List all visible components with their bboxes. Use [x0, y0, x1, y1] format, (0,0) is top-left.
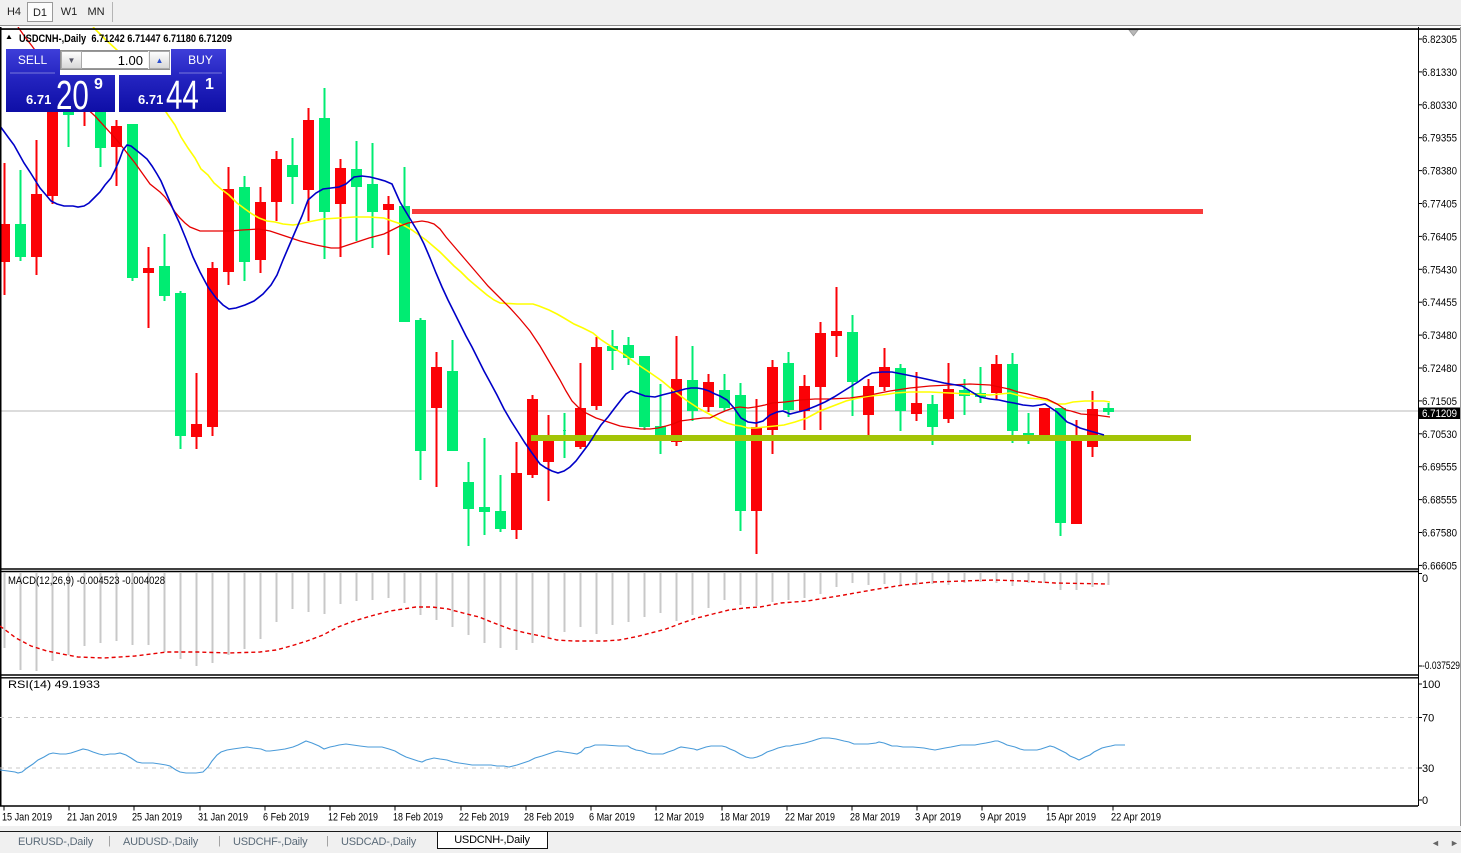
svg-text:6.82305: 6.82305: [1422, 34, 1457, 46]
svg-text:6.75430: 6.75430: [1422, 264, 1457, 276]
svg-text:70: 70: [1422, 713, 1434, 725]
svg-text:6.67580: 6.67580: [1422, 528, 1457, 540]
svg-text:12 Mar 2019: 12 Mar 2019: [654, 812, 704, 824]
svg-text:22 Mar 2019: 22 Mar 2019: [785, 812, 835, 824]
svg-text:22 Feb 2019: 22 Feb 2019: [459, 812, 509, 824]
svg-text:6.66605: 6.66605: [1422, 560, 1457, 572]
svg-text:6 Mar 2019: 6 Mar 2019: [589, 812, 635, 824]
svg-text:RSI(14) 49.1933: RSI(14) 49.1933: [8, 679, 100, 691]
svg-text:6.79355: 6.79355: [1422, 133, 1457, 145]
svg-text:6.78380: 6.78380: [1422, 166, 1457, 178]
svg-text:0: 0: [1422, 795, 1428, 807]
svg-text:15 Jan 2019: 15 Jan 2019: [2, 812, 52, 824]
svg-text:MACD(12,26,9) -0.004523 -0.004: MACD(12,26,9) -0.004523 -0.004028: [8, 575, 165, 587]
svg-text:6.73480: 6.73480: [1422, 330, 1457, 342]
svg-text:100: 100: [1422, 679, 1440, 691]
svg-text:18 Feb 2019: 18 Feb 2019: [393, 812, 443, 824]
svg-text:6.69555: 6.69555: [1422, 462, 1457, 474]
svg-text:6.81330: 6.81330: [1422, 67, 1457, 79]
svg-text:6.76405: 6.76405: [1422, 231, 1457, 243]
svg-text:6.80330: 6.80330: [1422, 100, 1457, 112]
svg-text:6.72480: 6.72480: [1422, 363, 1457, 375]
svg-text:6.71505: 6.71505: [1422, 396, 1457, 408]
svg-text:15 Apr 2019: 15 Apr 2019: [1046, 812, 1096, 824]
svg-text:22 Apr 2019: 22 Apr 2019: [1111, 812, 1161, 824]
svg-text:6.77405: 6.77405: [1422, 199, 1457, 211]
svg-text:30: 30: [1422, 763, 1434, 775]
svg-text:21 Jan 2019: 21 Jan 2019: [67, 812, 117, 824]
svg-text:-0.037529: -0.037529: [1422, 660, 1460, 672]
svg-text:0: 0: [1422, 573, 1428, 585]
svg-text:28 Mar 2019: 28 Mar 2019: [850, 812, 900, 824]
svg-text:9 Apr 2019: 9 Apr 2019: [980, 812, 1026, 824]
svg-text:3 Apr 2019: 3 Apr 2019: [915, 812, 961, 824]
svg-text:6 Feb 2019: 6 Feb 2019: [263, 812, 309, 824]
svg-text:12 Feb 2019: 12 Feb 2019: [328, 812, 378, 824]
svg-text:31 Jan 2019: 31 Jan 2019: [198, 812, 248, 824]
svg-text:6.68555: 6.68555: [1422, 495, 1457, 507]
svg-text:28 Feb 2019: 28 Feb 2019: [524, 812, 574, 824]
svg-text:6.74455: 6.74455: [1422, 297, 1457, 309]
svg-text:6.70530: 6.70530: [1422, 429, 1457, 441]
svg-text:18 Mar 2019: 18 Mar 2019: [720, 812, 770, 824]
svg-text:6.71209: 6.71209: [1422, 408, 1457, 420]
svg-text:25 Jan 2019: 25 Jan 2019: [132, 812, 182, 824]
svg-text:USDCNH-,Daily 6.71242 6.71447: USDCNH-,Daily 6.71242 6.71447 6.71180 6.…: [19, 33, 232, 45]
